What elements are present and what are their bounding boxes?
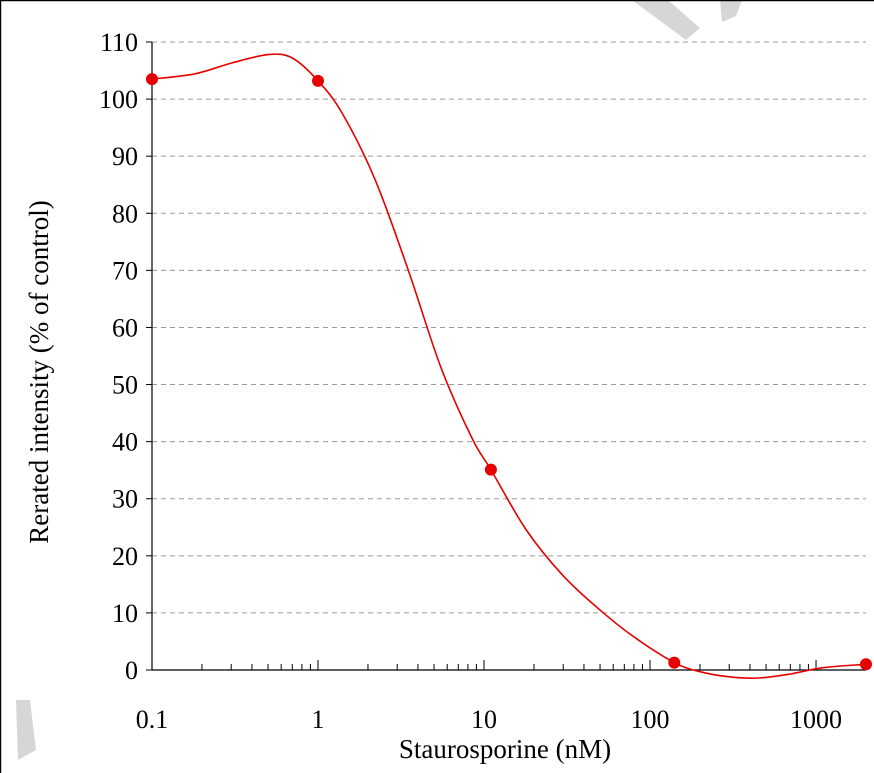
y-tick-label: 110 xyxy=(100,28,138,57)
y-tick-label: 20 xyxy=(112,542,138,571)
series-group xyxy=(146,53,872,679)
data-point xyxy=(484,463,497,476)
y-tick-label: 50 xyxy=(112,371,138,400)
series-line xyxy=(151,53,867,679)
x-axis-ticks: 0.1 1 10 100 1000 xyxy=(136,660,867,734)
gridlines xyxy=(152,41,866,614)
x-tick-label: 0.1 xyxy=(136,705,169,734)
y-tick-label: 60 xyxy=(112,313,138,342)
data-point xyxy=(860,658,872,671)
y-tick-label: 90 xyxy=(112,142,138,171)
y-tick-label: 80 xyxy=(112,199,138,228)
x-axis-title: Staurosporine (nM) xyxy=(399,734,611,764)
y-tick-label: 10 xyxy=(112,599,138,628)
y-tick-label: 40 xyxy=(112,428,138,457)
y-tick-label: 100 xyxy=(99,85,138,114)
y-axis-title: Rerated intensity (% of control) xyxy=(24,200,54,543)
data-point xyxy=(668,656,681,669)
watermark-shape xyxy=(720,0,742,22)
watermark-shape xyxy=(16,700,36,760)
x-tick-label: 1000 xyxy=(790,705,842,734)
x-tick-label: 100 xyxy=(631,705,670,734)
y-tick-label: 30 xyxy=(112,485,138,514)
y-tick-label: 70 xyxy=(112,256,138,285)
x-tick-label: 10 xyxy=(471,705,497,734)
y-axis-ticks: 0 10 20 30 40 50 60 70 80 90 100 110 xyxy=(99,28,152,685)
x-tick-label: 1 xyxy=(312,705,325,734)
watermark-shape xyxy=(632,0,700,40)
data-point xyxy=(312,74,325,87)
axes xyxy=(151,42,866,671)
y-tick-label: 0 xyxy=(125,656,138,685)
data-point xyxy=(146,73,158,86)
